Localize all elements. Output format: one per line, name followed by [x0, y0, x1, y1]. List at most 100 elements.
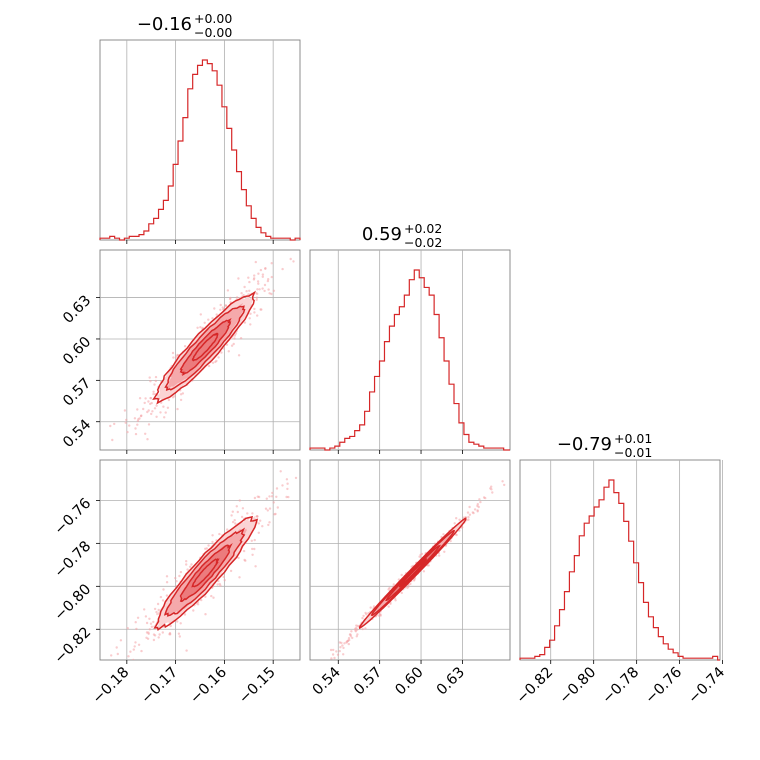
sample-point — [163, 416, 166, 419]
sample-point — [419, 553, 422, 557]
sample-point — [263, 289, 266, 293]
sample-point — [349, 633, 352, 636]
sample-point — [251, 553, 254, 556]
sample-point — [154, 375, 158, 379]
sample-point — [146, 438, 149, 441]
panel-title-upper-0: +0.00 — [194, 11, 232, 26]
sample-point — [157, 608, 160, 612]
sample-point — [466, 511, 470, 514]
sample-point — [479, 500, 482, 504]
sample-point — [332, 648, 335, 652]
sample-point — [329, 648, 333, 652]
sample-point — [147, 632, 150, 635]
sample-point — [264, 267, 267, 270]
sample-point — [154, 379, 157, 383]
sample-point — [188, 565, 192, 568]
sample-point — [216, 583, 219, 586]
y-tick-label-1-1: 0.57 — [60, 375, 94, 409]
sample-point — [286, 487, 289, 491]
x-tick-label-1-1: 0.57 — [351, 664, 385, 698]
sample-point — [145, 631, 149, 634]
sample-point — [265, 497, 268, 500]
sample-point — [243, 558, 246, 562]
sample-point — [283, 712, 285, 714]
sample-point — [248, 280, 251, 284]
x-tick-label-text: −0.76 — [643, 664, 686, 707]
sample-point — [281, 484, 284, 487]
sample-point — [207, 364, 211, 368]
sample-point — [204, 613, 207, 616]
panel-title-lower-2: −0.01 — [614, 445, 652, 460]
sample-point — [341, 644, 344, 647]
sample-point — [242, 549, 246, 553]
sample-point — [147, 400, 150, 403]
density-fill-inner — [180, 544, 231, 603]
sample-point — [226, 289, 230, 292]
sample-point — [307, 259, 309, 261]
sample-point — [214, 360, 217, 364]
sample-point — [166, 406, 170, 409]
sample-point — [148, 628, 151, 631]
contour-line — [191, 558, 220, 588]
x-tick-label-0-0: −0.18 — [90, 664, 133, 707]
sample-point — [482, 496, 486, 499]
sample-point — [165, 575, 169, 578]
sample-point — [287, 495, 290, 499]
panel-title-1: 0.59 — [362, 224, 402, 245]
sample-point — [248, 289, 251, 292]
x-tick-label-0-1: −0.17 — [139, 664, 182, 707]
contour-line — [398, 557, 427, 588]
sample-point — [249, 323, 252, 326]
sample-point — [115, 646, 118, 649]
sample-point — [109, 424, 112, 428]
sample-point — [129, 650, 132, 653]
sample-point — [238, 499, 241, 502]
histogram-line-1 — [309, 269, 510, 451]
sample-point — [179, 398, 183, 402]
sample-point — [140, 649, 143, 653]
sample-point — [226, 528, 229, 531]
sample-point — [235, 296, 239, 299]
sample-point — [321, 664, 323, 666]
sample-point — [215, 313, 218, 316]
sample-point — [491, 491, 494, 494]
sample-point — [323, 660, 325, 662]
sample-point — [345, 641, 348, 644]
sample-point — [153, 607, 157, 611]
sample-point — [222, 347, 225, 350]
sample-point — [173, 395, 176, 398]
sample-point — [259, 268, 263, 272]
panel-title-upper-2: +0.01 — [614, 431, 652, 446]
y-tick-label-text: 0.54 — [60, 417, 94, 451]
y-tick-label-2-1: −0.80 — [52, 581, 95, 624]
y-tick-label-text: 0.57 — [60, 375, 94, 409]
sample-point — [123, 409, 127, 412]
sample-point — [468, 513, 472, 516]
sample-point — [231, 510, 234, 513]
sample-point — [178, 574, 181, 578]
sample-point — [152, 633, 156, 636]
sample-point — [253, 274, 256, 277]
x-tick-label-2-2: −0.78 — [600, 664, 643, 707]
sample-point — [291, 247, 293, 249]
sample-point — [253, 277, 256, 280]
sample-point — [143, 608, 146, 611]
contour-line — [152, 290, 256, 405]
sample-point — [124, 421, 127, 424]
sample-point — [210, 594, 213, 598]
contour-line — [163, 527, 246, 617]
contour-line — [179, 318, 232, 376]
y-tick-label-text: −0.80 — [52, 581, 95, 624]
sample-point — [265, 457, 267, 459]
sample-point — [458, 518, 461, 521]
sample-point — [394, 599, 397, 602]
sample-point — [236, 510, 239, 514]
sample-point — [342, 653, 345, 656]
sample-point — [175, 580, 178, 583]
sample-point — [235, 505, 238, 508]
x-tick-label-0-2: −0.16 — [187, 664, 230, 707]
sample-point — [155, 404, 158, 407]
sample-point — [152, 620, 155, 624]
sample-point — [407, 585, 410, 588]
sample-point — [152, 638, 156, 642]
